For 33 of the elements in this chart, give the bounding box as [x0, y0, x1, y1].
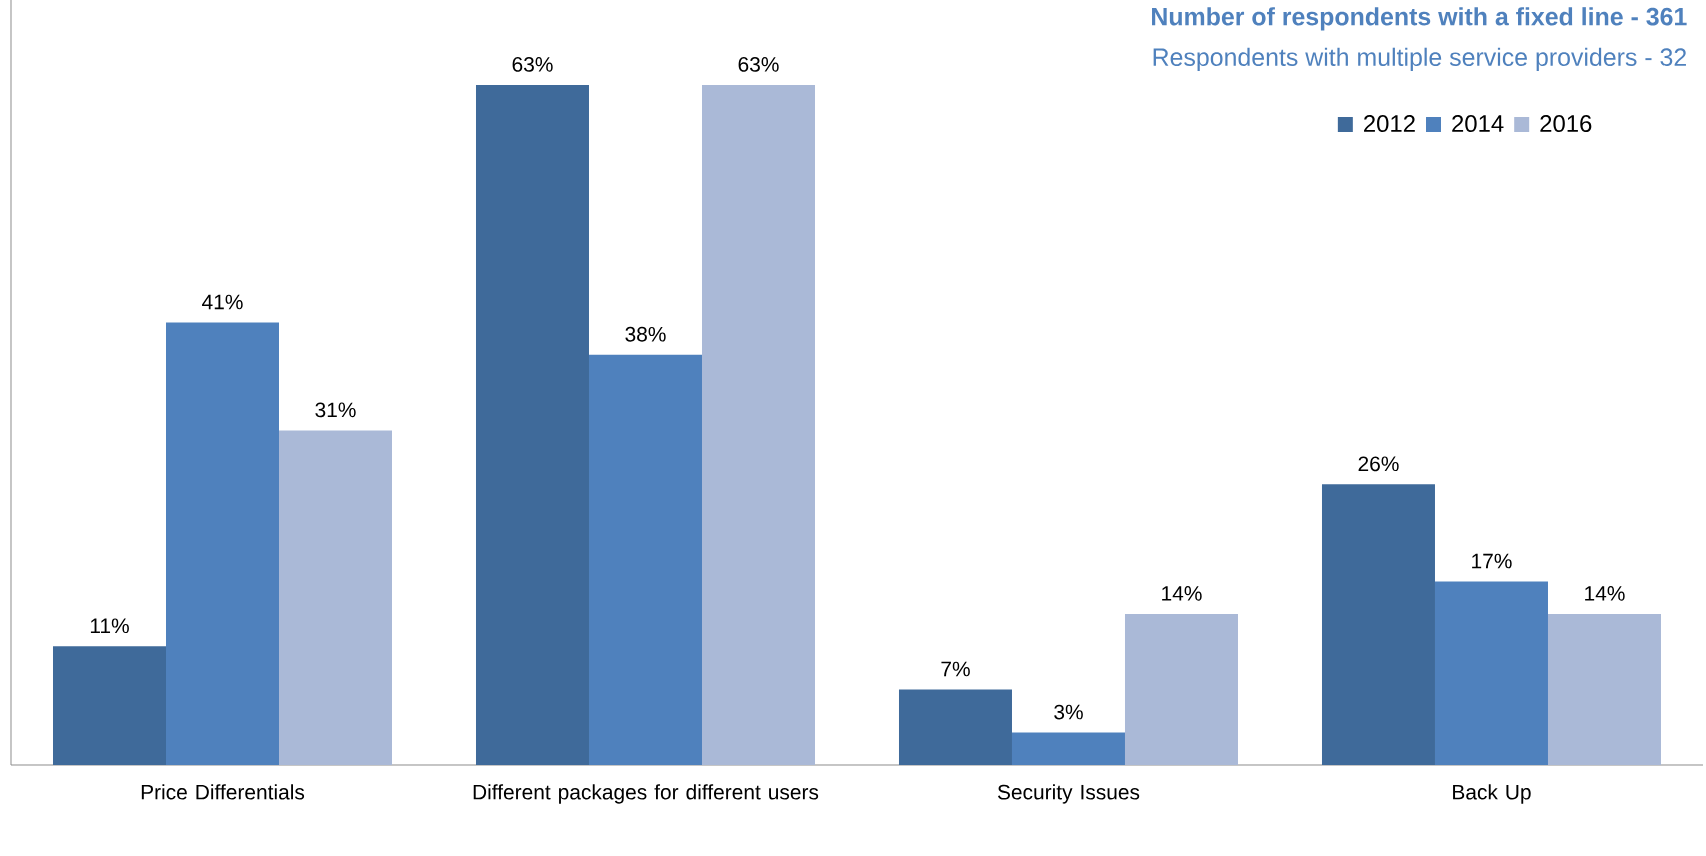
bar [475, 85, 589, 765]
bar [166, 322, 279, 765]
bar [1547, 613, 1661, 765]
data-label: 14% [1162, 586, 1202, 601]
bar [588, 354, 702, 765]
data-label: 14% [1585, 586, 1625, 601]
data-label: 38% [625, 326, 666, 342]
chart-title: Number of respondents with a fixed line - 361 [1152, 7, 1687, 31]
data-label: 63% [512, 57, 553, 72]
data-label: 63% [738, 57, 779, 72]
data-label: 41% [202, 294, 243, 310]
bar [701, 85, 815, 765]
bar [1124, 613, 1238, 765]
bar [53, 646, 166, 765]
data-label: 3% [1054, 704, 1083, 720]
chart-subtitle: Respondents with multiple service providers - 32 [1153, 47, 1686, 71]
bar [1321, 484, 1435, 765]
bar [1011, 732, 1125, 765]
bar [279, 430, 392, 765]
legend-label: 2016 [1540, 115, 1592, 133]
x-tick-label: Price Differentials [141, 784, 305, 800]
data-label: 31% [315, 402, 356, 418]
x-tick-label: Back Up [1453, 784, 1531, 804]
data-label: 26% [1358, 456, 1399, 472]
bar [1434, 581, 1548, 765]
legend-label: 2014 [1452, 115, 1504, 133]
x-tick-label: Different packages for different users [473, 784, 819, 804]
x-tick-label: Security Issues [997, 784, 1140, 804]
legend-label: 2012 [1364, 115, 1415, 133]
data-label: 17% [1472, 553, 1512, 569]
data-label: 7% [941, 661, 970, 677]
data-label: 11% [90, 618, 129, 634]
bar [898, 689, 1012, 765]
